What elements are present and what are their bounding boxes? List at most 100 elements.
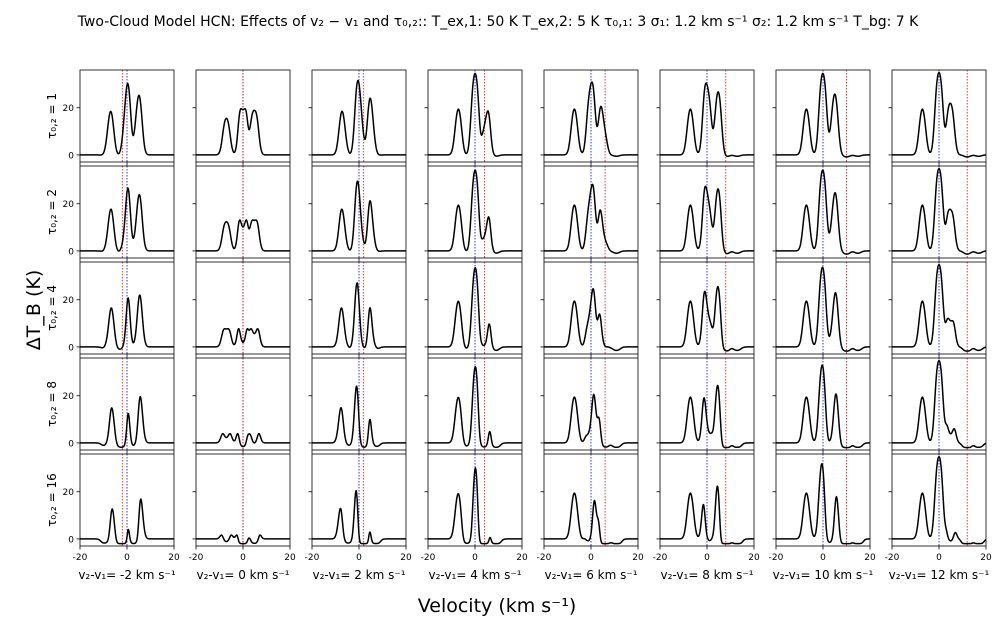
panel-r1-c6 — [656, 69, 755, 166]
panel-r5-c2: -20 0 20 v₂-v₁= 0 km s⁻¹ — [189, 453, 296, 582]
panel-r5-c7: -20 0 20 v₂-v₁= 10 km s⁻¹ — [769, 453, 876, 582]
x-tick-label: 0 — [588, 553, 594, 563]
panel-r2-c8 — [888, 165, 987, 262]
x-tick-label: -20 — [421, 553, 436, 563]
panel-r4-c8 — [888, 357, 987, 454]
panel-r1-c5 — [540, 69, 639, 166]
x-tick-label: 0 — [356, 553, 362, 563]
column-label: v₂-v₁= 4 km s⁻¹ — [429, 568, 522, 582]
spectrum-line — [776, 266, 870, 352]
panel-r2-c7 — [772, 165, 871, 262]
x-tick-label: 0 — [704, 553, 710, 563]
y-tick-label: 20 — [63, 104, 75, 114]
panel-r3-c4 — [424, 261, 523, 358]
column-label: v₂-v₁= 6 km s⁻¹ — [545, 568, 638, 582]
spectrum-line — [196, 432, 290, 448]
spectrum-line — [428, 467, 522, 545]
spectrum-line — [892, 167, 986, 255]
panel-r4-c5 — [540, 357, 639, 454]
column-label: v₂-v₁= 2 km s⁻¹ — [313, 568, 406, 582]
spectrum-line — [776, 169, 870, 255]
x-tick-label: 20 — [400, 553, 412, 563]
panel-r3-c1: 0 20 τ₀,₂ = 4 — [45, 261, 175, 358]
panel-r3-c2 — [192, 261, 291, 358]
spectrum-line — [312, 489, 406, 545]
x-tick-label: -20 — [769, 553, 784, 563]
panel-r4-c7 — [772, 357, 871, 454]
x-tick-label: -20 — [73, 553, 88, 563]
panel-r3-c6 — [656, 261, 755, 358]
spectrum-line — [312, 79, 406, 156]
panel-r3-c3 — [308, 261, 407, 358]
spectrum-line — [660, 384, 754, 449]
row-label: τ₀,₂ = 8 — [45, 381, 59, 427]
panel-r4-c6 — [656, 357, 755, 454]
panel-r1-c8 — [888, 69, 987, 166]
x-tick-label: 0 — [472, 553, 478, 563]
spectrum-line — [428, 266, 522, 352]
x-tick-label: -20 — [653, 553, 668, 563]
row-label: τ₀,₂ = 1 — [45, 93, 59, 139]
spectrum-line — [544, 393, 638, 449]
x-tick-label: 20 — [748, 553, 760, 563]
spectrum-line — [80, 396, 174, 449]
figure-title: Two-Cloud Model HCN: Effects of v₂ − v₁ … — [77, 14, 919, 30]
y-axis-label: ΔT_B (K) — [23, 270, 45, 350]
panel-r4-c3 — [308, 357, 407, 454]
x-tick-label: 0 — [820, 553, 826, 563]
spectrum-line — [80, 294, 174, 350]
panel-r1-c2 — [192, 69, 291, 166]
y-tick-label: 20 — [63, 296, 75, 306]
x-tick-label: 20 — [980, 553, 992, 563]
y-tick-label: 20 — [63, 488, 75, 498]
x-tick-label: 20 — [168, 553, 180, 563]
spectrum-line — [196, 327, 290, 348]
panel-r1-c7 — [772, 69, 871, 166]
panel-r4-c2 — [192, 357, 291, 454]
panel-r4-c1: 0 20 τ₀,₂ = 8 — [45, 357, 175, 454]
row-label: τ₀,₂ = 16 — [45, 473, 59, 527]
y-tick-label: 20 — [63, 200, 75, 210]
x-tick-label: 0 — [936, 553, 942, 563]
x-tick-label: 0 — [124, 553, 130, 563]
spectrum-line — [892, 71, 986, 158]
spectrum-line — [776, 364, 870, 449]
spectrum-line — [312, 282, 406, 350]
panel-r3-c8 — [888, 261, 987, 358]
spectrum-line — [892, 263, 986, 352]
x-tick-label: -20 — [189, 553, 204, 563]
spectrum-line — [544, 81, 638, 158]
panel-r1-c4 — [424, 69, 523, 166]
panel-r5-c4: -20 0 20 v₂-v₁= 4 km s⁻¹ — [421, 453, 528, 582]
column-label: v₂-v₁= 0 km s⁻¹ — [197, 568, 290, 582]
panel-r2-c1: 0 20 τ₀,₂ = 2 — [45, 165, 175, 262]
spectrum-line — [196, 219, 290, 252]
spectrum-line — [196, 534, 290, 545]
panel-r2-c6 — [656, 165, 755, 262]
spectrum-line — [776, 462, 870, 545]
spectrum-line — [776, 72, 870, 158]
panel-grid: 0 20 τ₀,₂ = 1 0 20 τ₀,₂ = 2 0 20 τ₀,₂ = 4 0 20 τ₀,₂… — [45, 69, 992, 582]
spectrum-line — [660, 82, 754, 158]
spectrum-line — [312, 180, 406, 253]
spectrum-line — [660, 285, 754, 352]
y-tick-label: 0 — [68, 439, 74, 449]
y-tick-label: 0 — [68, 343, 74, 353]
x-tick-label: -20 — [885, 553, 900, 563]
spectrum-line — [544, 183, 638, 254]
spectrum-line — [892, 455, 986, 545]
column-label: v₂-v₁= 12 km s⁻¹ — [889, 568, 990, 582]
panel-r1-c1: 0 20 τ₀,₂ = 1 — [45, 69, 175, 166]
panel-r1-c3 — [308, 69, 407, 166]
panel-r5-c5: -20 0 20 v₂-v₁= 6 km s⁻¹ — [537, 453, 644, 582]
panel-r2-c5 — [540, 165, 639, 262]
panel-r5-c1: 0 20 -20 0 20 τ₀,₂ = 16 v₂-v₁= -2 km s⁻¹ — [45, 453, 180, 582]
panel-r3-c5 — [540, 261, 639, 358]
x-axis-label: Velocity (km s⁻¹) — [418, 595, 577, 617]
x-tick-label: 0 — [240, 553, 246, 563]
y-tick-label: 0 — [68, 151, 74, 161]
x-tick-label: 20 — [864, 553, 876, 563]
y-tick-label: 0 — [68, 247, 74, 257]
x-tick-label: 20 — [632, 553, 644, 563]
